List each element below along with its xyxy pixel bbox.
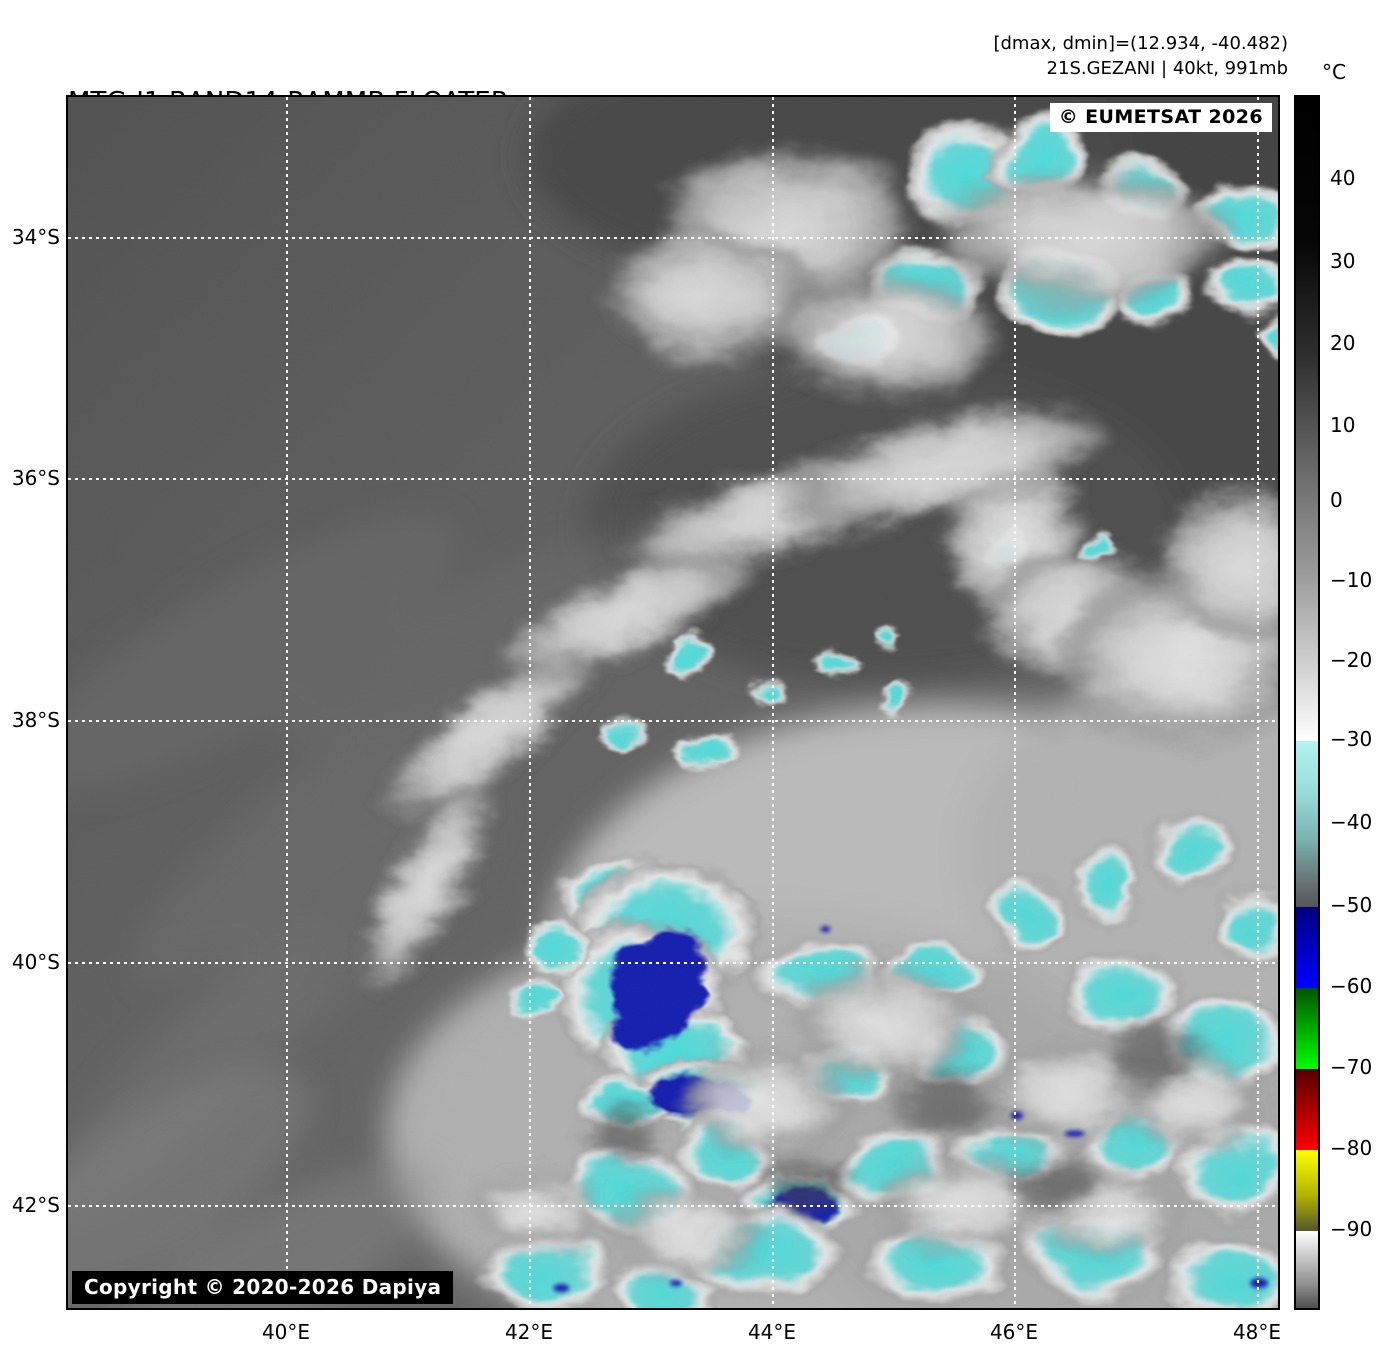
satellite-image-plot[interactable]: © EUMETSAT 2026 Copyright © 2020-2026 Da… [66,95,1280,1310]
cbar-tick-m90: −90 [1330,1217,1373,1241]
cbar-tick-m50: −50 [1330,893,1373,917]
lat-tick-40S: 40°S [11,950,60,974]
lon-tick-40E: 40°E [261,1320,311,1344]
cbar-tick-20: 20 [1330,331,1356,355]
lat-tick-34S: 34°S [11,225,60,249]
colorbar-gradient [1296,97,1318,1308]
cbar-tick-m30: −30 [1330,727,1373,751]
cbar-tick-m80: −80 [1330,1136,1373,1160]
cbar-tick-30: 30 [1330,249,1356,273]
lon-tick-46E: 46°E [989,1320,1039,1344]
lat-tick-38S: 38°S [11,708,60,732]
infrared-satellite-imagery [68,97,1278,1308]
lat-tick-36S: 36°S [11,466,60,490]
temperature-colorbar[interactable] [1294,95,1320,1310]
metadata-block: [dmax, dmin]=(12.934, -40.482) 21S.GEZAN… [993,31,1288,81]
storm-identifier-readout: 21S.GEZANI | 40kt, 991mb [1046,58,1288,79]
lon-tick-44E: 44°E [747,1320,797,1344]
data-range-readout: [dmax, dmin]=(12.934, -40.482) [993,33,1288,54]
lat-tick-42S: 42°S [11,1193,60,1217]
colorbar-unit-label: °C [1322,60,1346,84]
cbar-tick-m20: −20 [1330,648,1373,672]
cbar-tick-0: 0 [1330,488,1343,512]
cbar-tick-10: 10 [1330,413,1356,437]
cbar-tick-40: 40 [1330,166,1356,190]
eumetsat-copyright-badge: © EUMETSAT 2026 [1049,103,1272,132]
cbar-tick-m40: −40 [1330,810,1373,834]
lon-tick-48E: 48°E [1232,1320,1282,1344]
dapiya-copyright-badge: Copyright © 2020-2026 Dapiya [72,1271,454,1304]
lon-tick-42E: 42°E [504,1320,554,1344]
cbar-tick-m10: −10 [1330,568,1373,592]
cbar-tick-m70: −70 [1330,1055,1373,1079]
cbar-tick-m60: −60 [1330,974,1373,998]
